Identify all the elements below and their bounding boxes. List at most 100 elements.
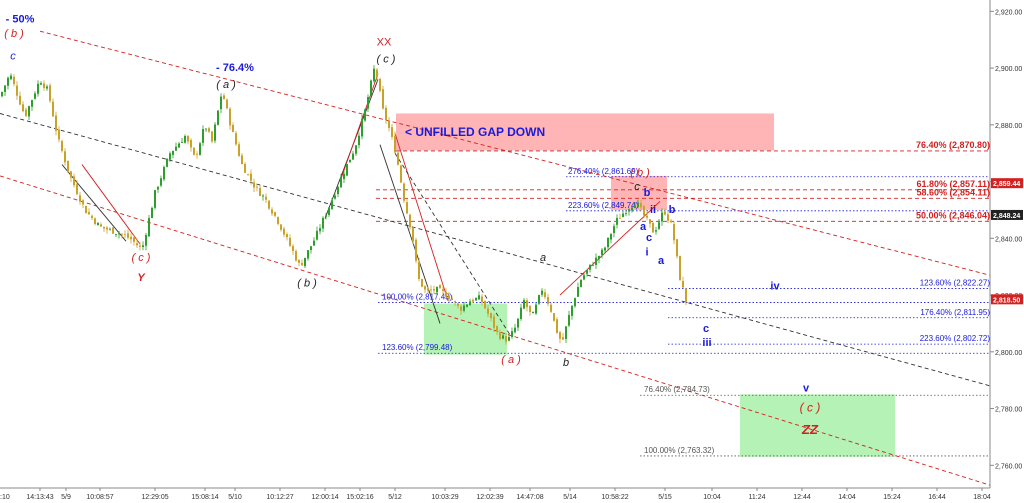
y-tick-label: 2,800.00: [995, 350, 1022, 357]
candle-body: [358, 135, 360, 146]
candle-body: [481, 296, 483, 303]
candle-body: [502, 335, 504, 339]
candle-body: [100, 224, 102, 227]
candle-body: [31, 100, 33, 107]
candle-body: [157, 186, 159, 190]
x-tick-label: 10:03:29: [431, 494, 458, 501]
candle-body: [418, 261, 420, 279]
channel-lower: [0, 175, 991, 486]
candle-body: [247, 174, 249, 176]
candle-body: [73, 176, 75, 186]
candle-body: [22, 104, 24, 112]
candle-body: [40, 83, 42, 85]
candle-body: [373, 68, 375, 82]
drop-wave-line-2: [394, 133, 449, 301]
candle-body: [427, 288, 429, 291]
candle-body: [274, 212, 276, 216]
candle-body: [421, 279, 423, 287]
candle-body: [175, 146, 177, 151]
candle-body: [382, 89, 384, 109]
down-wave-line-1: [61, 164, 127, 242]
y-tick-label: 2,880.00: [995, 123, 1022, 130]
candle-body: [340, 177, 342, 188]
wave-label: - 50%: [6, 14, 35, 26]
candle-body: [493, 316, 495, 328]
candle-body: [46, 86, 48, 89]
wave-label: a: [658, 255, 665, 267]
candle-body: [322, 217, 324, 229]
x-tick-label: 11:24: [749, 494, 766, 501]
candle-body: [214, 124, 216, 141]
candle-body: [82, 200, 84, 205]
candle-body: [187, 135, 189, 142]
x-tick-label: 15:02:16: [346, 494, 373, 501]
candle-body: [565, 326, 567, 339]
candle-body: [289, 237, 291, 246]
wave-label: b: [669, 204, 676, 216]
candle-body: [331, 200, 333, 209]
candle-body: [361, 118, 363, 137]
y-axis: 2,920.002,900.002,880.002,860.002,840.00…: [989, 0, 1023, 488]
candle-body: [625, 213, 627, 214]
unfilled-gap-zone: [396, 113, 774, 151]
candle-body: [319, 228, 321, 232]
candle-body: [259, 187, 261, 196]
candle-body: [244, 164, 246, 173]
trend-lines-layer: [0, 30, 991, 486]
candle-body: [466, 304, 468, 307]
candle-body: [70, 171, 72, 178]
candle-body: [334, 195, 336, 199]
candle-body: [337, 186, 339, 195]
candle-body: [133, 237, 135, 242]
gap-annotation: < UNFILLED GAP DOWN: [405, 125, 545, 139]
candle-body: [649, 219, 651, 224]
candle-body: [415, 239, 417, 261]
candle-body: [76, 184, 78, 195]
channel-middle: [0, 113, 991, 387]
candle-body: [316, 230, 318, 240]
x-tick-label: 14:47:08: [516, 494, 543, 501]
candle-body: [574, 298, 576, 307]
fib-level-label: 123.60% (2,799.48): [382, 343, 453, 352]
candle-body: [445, 291, 447, 297]
x-tick-label: 5/14: [563, 494, 577, 501]
candle-body: [112, 227, 114, 234]
candle-body: [385, 107, 387, 121]
down-wave-line-2: [81, 164, 141, 245]
price-tag-label: 2,848.24: [993, 213, 1020, 220]
candle-body: [523, 299, 525, 309]
candle-body: [604, 247, 606, 251]
candle-body: [379, 78, 381, 91]
x-tick-label-partial: :10: [0, 494, 10, 501]
candle-body: [58, 129, 60, 140]
candle-body: [4, 85, 6, 92]
candle-body: [172, 150, 174, 155]
x-tick-label: 5/9: [61, 494, 71, 501]
candle-body: [109, 228, 111, 230]
candle-body: [148, 218, 150, 237]
candle-body: [454, 301, 456, 302]
candle-body: [196, 153, 198, 155]
candle-body: [352, 153, 354, 160]
candle-body: [577, 287, 579, 297]
candle-body: [79, 195, 81, 202]
candle-body: [535, 304, 537, 314]
wave-label: c: [703, 323, 709, 335]
x-tick-label: 10:08:57: [86, 494, 113, 501]
fib-level-label: 223.60% (2,849.74): [568, 201, 639, 210]
candle-body: [325, 215, 327, 217]
candle-body: [13, 76, 15, 85]
candle-body: [451, 298, 453, 300]
y-tick-label: 2,840.00: [995, 236, 1022, 243]
candle-body: [496, 326, 498, 332]
candle-body: [142, 245, 144, 248]
x-tick-label: 12:00:14: [311, 494, 338, 501]
candle-body: [406, 202, 408, 214]
price-tag-label: 2,818.50: [993, 297, 1020, 304]
wave-label: iii: [702, 337, 711, 349]
candle-body: [217, 110, 219, 125]
wave-label: - 76.4%: [216, 62, 254, 74]
candle-body: [664, 211, 666, 215]
candle-body: [211, 131, 213, 142]
candle-body: [256, 186, 258, 188]
